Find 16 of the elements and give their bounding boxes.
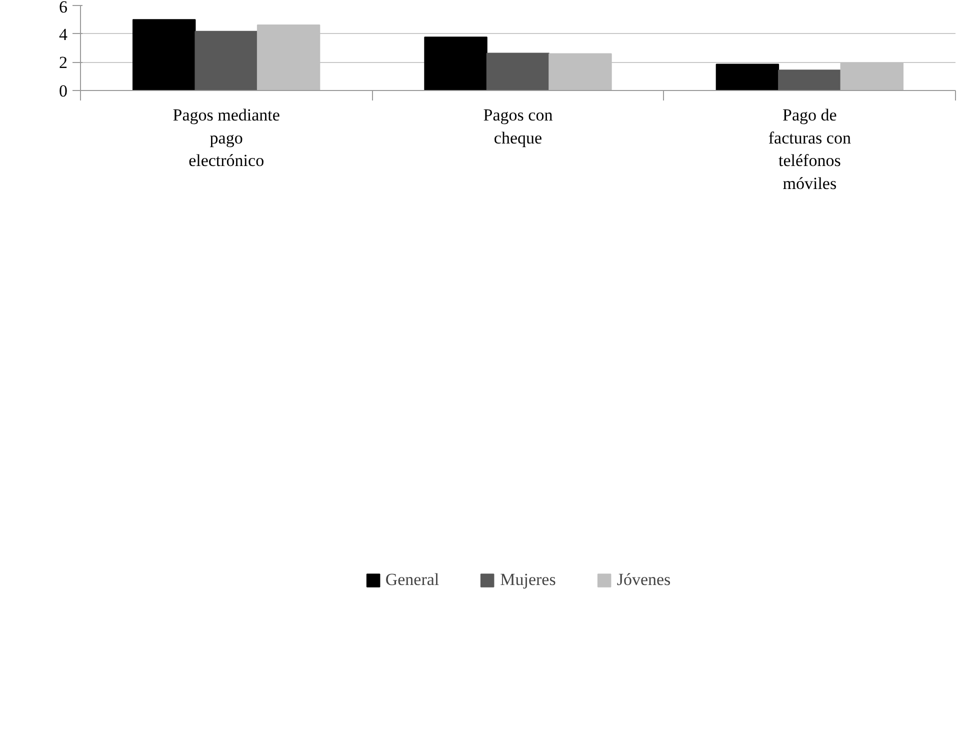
legend-label: General	[385, 570, 440, 590]
bar	[132, 19, 196, 90]
x-tick-label: Pago de facturas con teléfonos móviles	[768, 106, 852, 193]
bar	[194, 30, 258, 90]
bar	[778, 70, 842, 90]
y-tick-label: 6	[59, 0, 68, 16]
x-tick-label: Pagos mediante pago electrónico	[172, 106, 280, 170]
legend-label: Mujeres	[500, 570, 556, 590]
y-tick-label: 0	[59, 82, 68, 100]
x-tick-label: Pagos con cheque	[483, 106, 554, 148]
bar	[716, 64, 780, 90]
y-tick-label: 2	[59, 53, 68, 72]
y-tick-label: 4	[59, 24, 68, 44]
bar	[424, 36, 488, 90]
legend-label: Jóvenes	[616, 570, 671, 590]
bar	[486, 52, 550, 90]
